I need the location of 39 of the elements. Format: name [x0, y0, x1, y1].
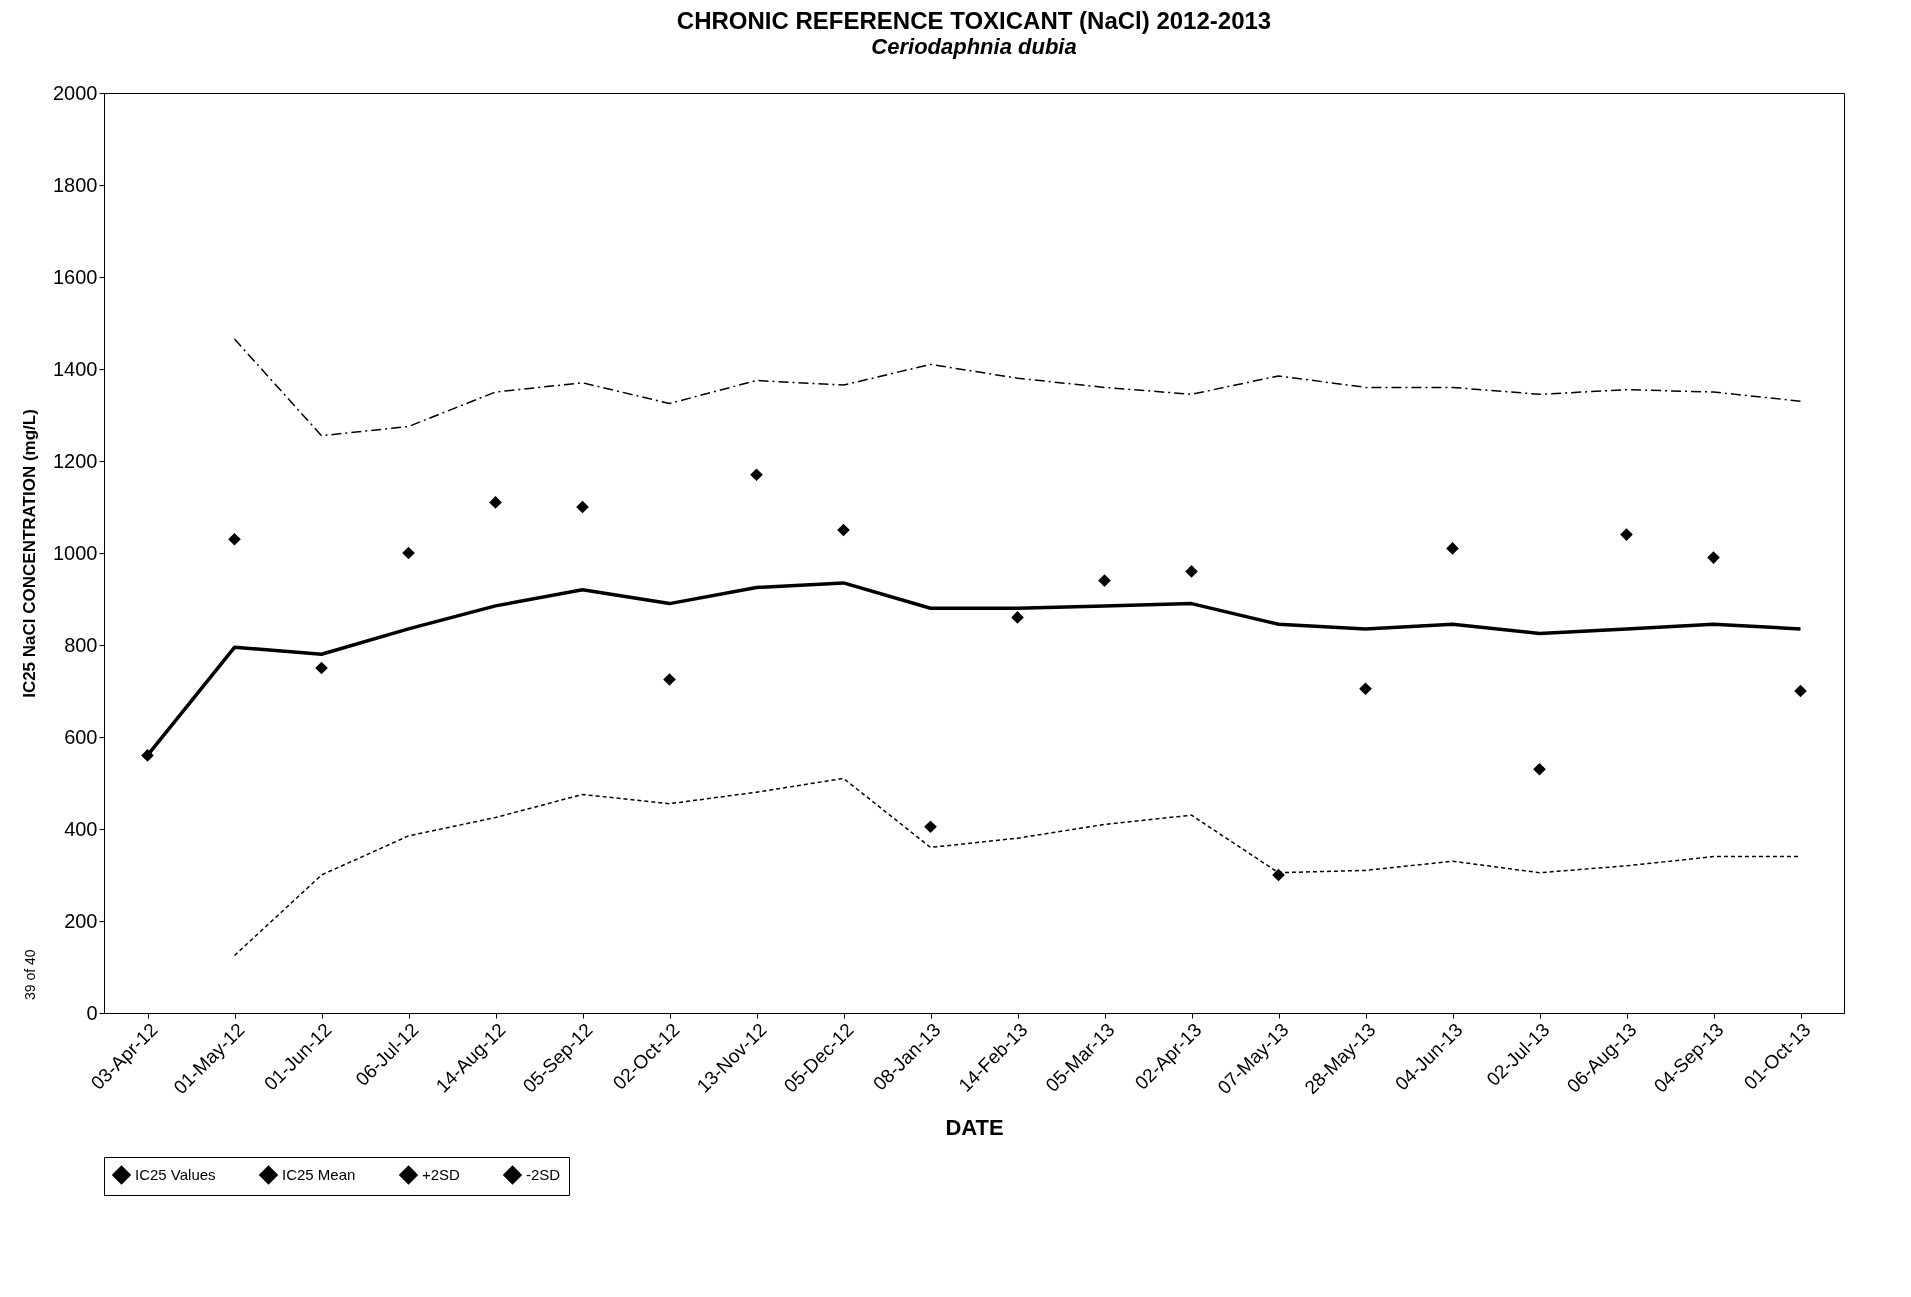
- y-tick-label: 1600: [53, 265, 98, 288]
- point: [315, 661, 328, 675]
- legend-label: +2SD: [422, 1165, 461, 1183]
- y-tick-label: 0: [86, 1001, 98, 1024]
- point: [489, 496, 502, 509]
- point: [1707, 551, 1720, 564]
- point: [924, 820, 937, 834]
- point: [402, 546, 415, 560]
- y-tick-label: 800: [64, 633, 98, 656]
- point: [1620, 528, 1633, 541]
- y-tick-label: 400: [64, 817, 98, 840]
- point: [1185, 565, 1198, 578]
- point: [1446, 542, 1459, 555]
- y-tick-label: 1800: [53, 173, 98, 196]
- y-tick-label: 2000: [53, 81, 98, 104]
- y-tick-label: 1000: [53, 541, 98, 564]
- text: 39 of 40: [22, 949, 38, 1000]
- point: [576, 500, 589, 514]
- y-tick-label: 1200: [53, 449, 98, 472]
- y-tick-label: 200: [64, 909, 98, 932]
- point: [750, 468, 763, 482]
- point: [1359, 682, 1372, 696]
- chart-title: CHRONIC REFERENCE TOXICANT (NaCl) 2012-2013: [676, 7, 1272, 34]
- chart-subtitle: Ceriodaphnia dubia: [871, 34, 1077, 59]
- legend-label: IC25 Values: [135, 1165, 216, 1183]
- legend-label: IC25 Mean: [282, 1165, 356, 1183]
- point: [663, 673, 676, 686]
- y-axis-title: IC25 NaCl CONCENTRATION (mg/L): [20, 409, 40, 698]
- point: [1011, 611, 1024, 624]
- point: [837, 523, 850, 537]
- point: [228, 532, 241, 546]
- y-tick-label: 1400: [53, 357, 98, 380]
- y-tick-label: 600: [64, 725, 98, 748]
- point: [1098, 574, 1111, 587]
- point: [1794, 684, 1807, 698]
- x-axis-title: DATE: [945, 1115, 1004, 1141]
- legend-label: -2SD: [526, 1165, 561, 1183]
- point: [1533, 762, 1546, 776]
- line-series: [233, 338, 1802, 437]
